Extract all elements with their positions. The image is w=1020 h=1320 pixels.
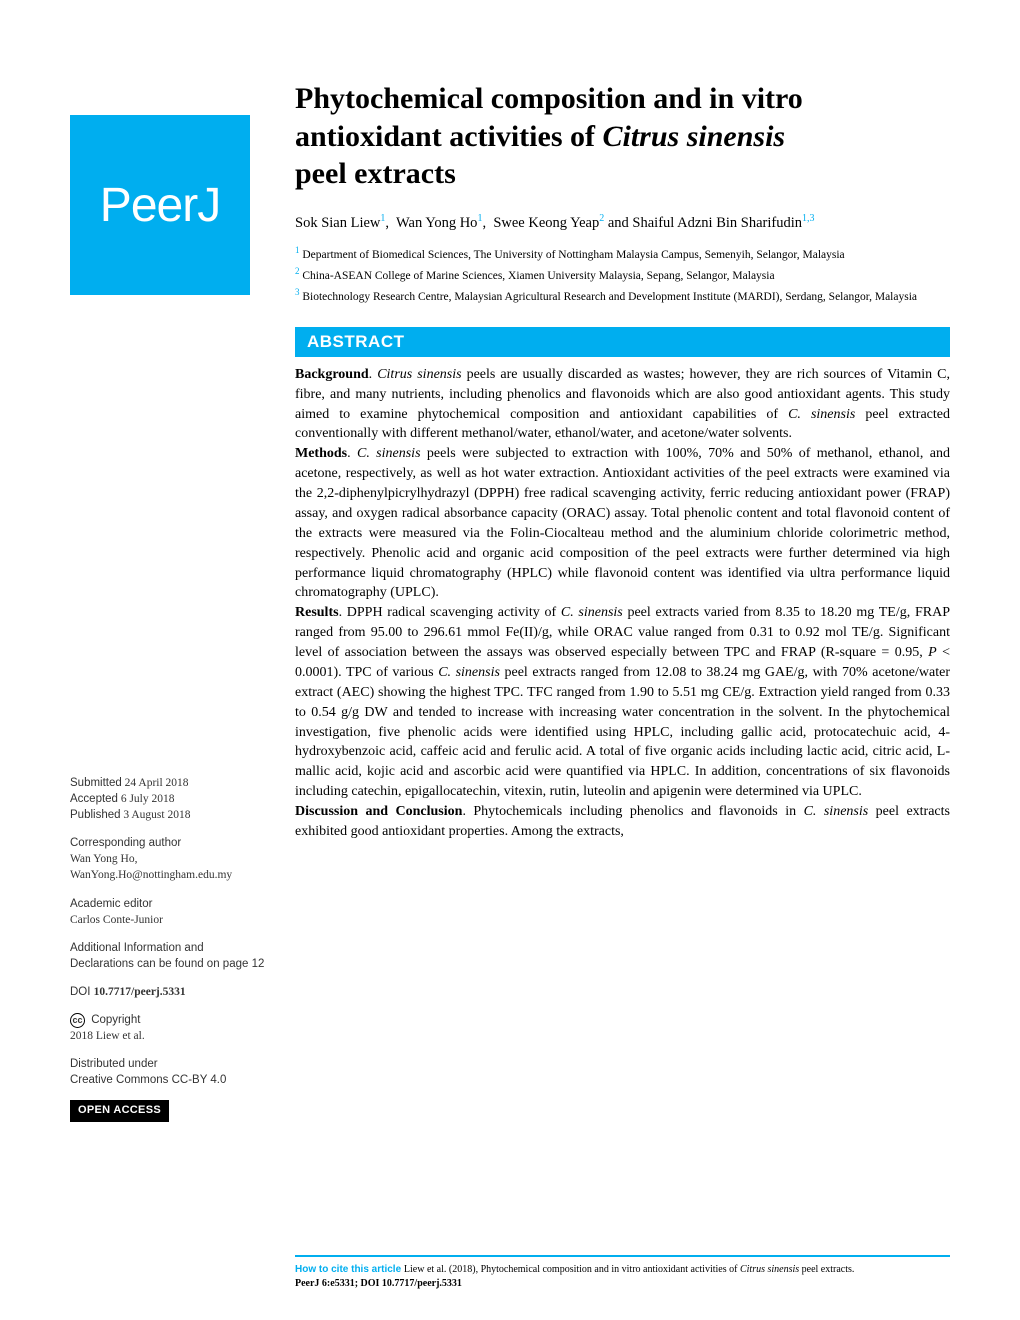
doi-label: DOI: [70, 986, 94, 998]
corresponding-name: Wan Yong Ho,: [70, 851, 265, 867]
abstract-bg-i2: C. sinensis: [788, 407, 855, 422]
cite-t3: PeerJ 6:e5331; DOI 10.7717/peerj.5331: [295, 1278, 462, 1289]
author-3: Swee Keong Yeap: [493, 214, 599, 230]
copyright-holder: 2018 Liew et al.: [70, 1028, 265, 1044]
affiliations: 1 Department of Biomedical Sciences, The…: [295, 244, 950, 305]
aff3-text: Biotechnology Research Centre, Malaysian…: [300, 291, 918, 303]
abstract-re-t4: peel extracts ranged from 12.08 to 38.24…: [295, 665, 950, 799]
editor-label: Academic editor: [70, 896, 265, 912]
aff1-text: Department of Biomedical Sciences, The U…: [300, 249, 845, 261]
journal-logo: PeerJ: [70, 115, 250, 295]
cite-t2: peel extracts.: [799, 1264, 854, 1275]
copyright-label: Copyright: [88, 1014, 140, 1026]
article-title: Phytochemical composition and in vitro a…: [295, 80, 950, 193]
abstract-me-t2: peels were subjected to extraction with …: [295, 446, 950, 600]
abstract-bg-i1: Citrus sinensis: [377, 367, 461, 382]
abstract-bg-label: Background: [295, 367, 369, 382]
published-date: 3 August 2018: [121, 809, 191, 821]
submitted-label: Submitted: [70, 777, 122, 789]
abstract-re-i1: C. sinensis: [561, 605, 623, 620]
article-metadata-sidebar: Submitted 24 April 2018 Accepted 6 July …: [70, 775, 265, 1134]
license-name[interactable]: Creative Commons CC-BY 4.0: [70, 1072, 265, 1088]
author-1-aff: 1: [380, 213, 385, 224]
title-line2-pre: antioxidant activities of: [295, 120, 603, 153]
abstract-me-label: Methods: [295, 446, 347, 461]
citation-footer: How to cite this article Liew et al. (20…: [295, 1255, 950, 1290]
logo-text: PeerJ: [100, 178, 220, 233]
submitted-date: 24 April 2018: [122, 777, 189, 789]
distributed-label: Distributed under: [70, 1056, 265, 1072]
open-access-badge: OPEN ACCESS: [70, 1100, 169, 1121]
author-4: Shaiful Adzni Bin Sharifudin: [632, 214, 802, 230]
main-content: Phytochemical composition and in vitro a…: [295, 80, 950, 842]
additional-info: Additional Information and Declarations …: [70, 940, 265, 972]
abstract-re-i2: P: [928, 645, 937, 660]
abstract-me-i1: C. sinensis: [357, 446, 421, 461]
abstract-body: Background. Citrus sinensis peels are us…: [295, 365, 950, 842]
cite-t1: Liew et al. (2018), Phytochemical compos…: [404, 1264, 740, 1275]
published-label: Published: [70, 809, 121, 821]
authors-list: Sok Sian Liew1, Wan Yong Ho1, Swee Keong…: [295, 211, 950, 235]
author-1: Sok Sian Liew: [295, 214, 380, 230]
authors-and: and: [604, 214, 632, 230]
corresponding-label: Corresponding author: [70, 835, 265, 851]
accepted-label: Accepted: [70, 793, 118, 805]
cc-icon: cc: [70, 1013, 85, 1028]
abstract-re-i3: C. sinensis: [438, 665, 500, 680]
abstract-re-label: Results: [295, 605, 339, 620]
title-line1: Phytochemical composition and in vitro: [295, 82, 803, 115]
title-line3: peel extracts: [295, 157, 456, 190]
title-species: Citrus sinensis: [603, 120, 786, 153]
author-4-aff: 1,3: [802, 213, 815, 224]
cite-i1: Citrus sinensis: [740, 1264, 799, 1275]
corresponding-email: WanYong.Ho@nottingham.edu.my: [70, 867, 265, 883]
abstract-dc-i1: C. sinensis: [804, 804, 869, 819]
aff2-text: China-ASEAN College of Marine Sciences, …: [300, 270, 775, 282]
abstract-bg-t1: .: [369, 367, 378, 382]
abstract-re-t1: . DPPH radical scavenging activity of: [339, 605, 561, 620]
abstract-header: ABSTRACT: [295, 327, 950, 357]
author-2-aff: 1: [477, 213, 482, 224]
accepted-date: 6 July 2018: [118, 793, 175, 805]
cite-label: How to cite this article: [295, 1264, 404, 1275]
editor-name: Carlos Conte-Junior: [70, 912, 265, 928]
abstract-me-t1: .: [347, 446, 357, 461]
doi-value: 10.7717/peerj.5331: [94, 986, 186, 998]
abstract-dc-label: Discussion and Conclusion: [295, 804, 462, 819]
abstract-dc-t1: . Phytochemicals including phenolics and…: [462, 804, 803, 819]
author-2: Wan Yong Ho: [396, 214, 477, 230]
